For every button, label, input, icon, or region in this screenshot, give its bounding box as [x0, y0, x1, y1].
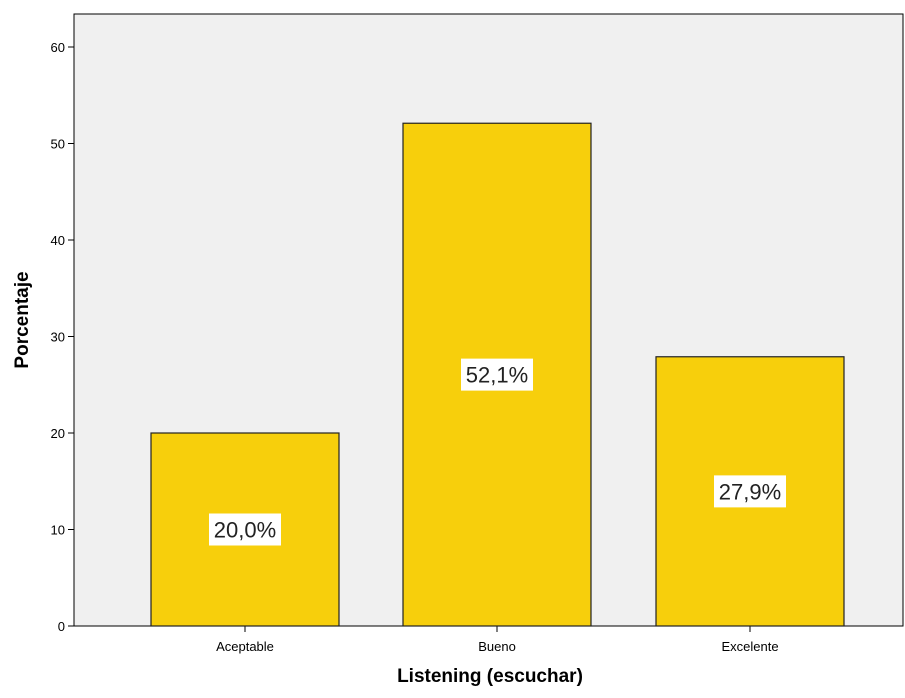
data-label: 52,1% [466, 363, 528, 388]
x-tick-label: Aceptable [216, 639, 274, 654]
y-tick-label: 20 [51, 426, 65, 441]
data-label-box [461, 358, 533, 391]
y-tick-label: 30 [51, 330, 65, 345]
data-label-box [209, 513, 281, 546]
x-axis: Aceptable Bueno Excelente [216, 626, 779, 654]
y-tick-label: 50 [51, 137, 65, 152]
data-label: 20,0% [214, 518, 276, 543]
y-tick-label: 0 [58, 619, 65, 634]
y-axis: 0 10 20 30 40 50 60 [51, 40, 74, 634]
y-tick-label: 60 [51, 40, 65, 55]
x-tick-label: Bueno [478, 639, 516, 654]
data-label: 27,9% [719, 479, 781, 504]
y-axis-title: Porcentaje [12, 271, 33, 368]
data-labels: 20,0% 52,1% 27,9% [209, 358, 786, 546]
data-label-box [714, 475, 786, 508]
y-tick-label: 40 [51, 233, 65, 248]
y-tick-label: 10 [51, 523, 65, 538]
x-tick-label: Excelente [721, 639, 778, 654]
x-axis-title: Listening (escuchar) [397, 666, 583, 687]
